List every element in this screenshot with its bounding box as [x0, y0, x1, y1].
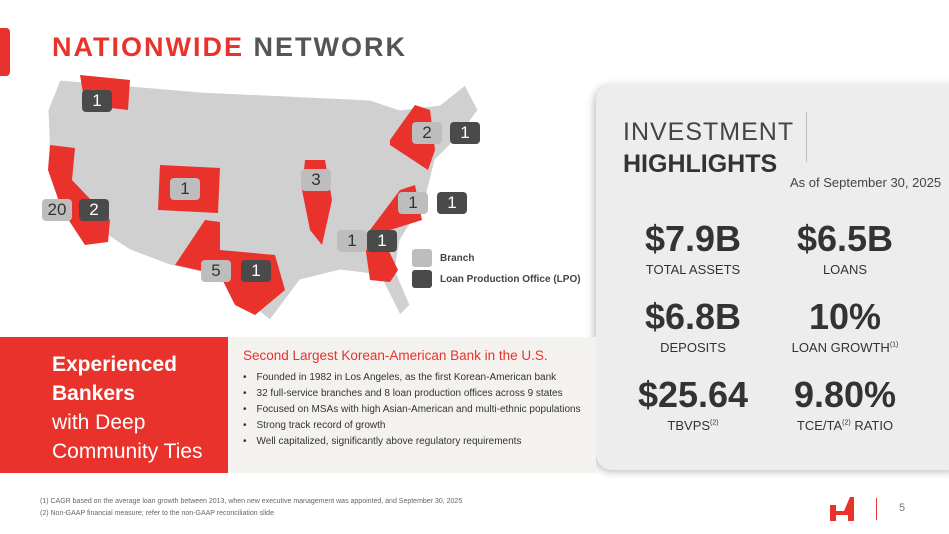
stat-tbvps: $25.64 TBVPS(2)	[637, 374, 749, 433]
footnote-1: (1) CAGR based on the average loan growt…	[40, 498, 463, 505]
branch-badge-ca: 20	[42, 199, 72, 221]
accent-tab	[0, 28, 10, 76]
highlights-title-1: INVESTMENT	[623, 118, 795, 146]
lpo-badge-va: 1	[437, 192, 467, 214]
branch-badge-ga: 1	[337, 230, 367, 252]
branch-badge-tx: 5	[201, 260, 231, 282]
bankers-subheading: with Deep Community Ties	[52, 411, 203, 463]
stat-loan-growth: 10% LOAN GROWTH(1)	[791, 296, 899, 355]
stat-tce-ta: 9.80% TCE/TA(2) RATIO	[793, 374, 897, 433]
logo-divider	[876, 498, 877, 520]
branch-badge-ny: 2	[412, 122, 442, 144]
bullet: Focused on MSAs with high Asian-American…	[243, 402, 581, 418]
legend-lpo: Loan Production Office (LPO)	[412, 270, 581, 288]
divider	[806, 112, 807, 162]
bankers-box	[0, 337, 228, 473]
lpo-badge-ny: 1	[450, 122, 480, 144]
page-number: 5	[899, 502, 906, 514]
as-of-date: As of September 30, 2025	[790, 175, 942, 190]
branch-badge-il: 3	[301, 169, 331, 191]
lpo-badge-ca: 2	[79, 199, 109, 221]
stat-loans: $6.5B LOANS	[796, 218, 894, 277]
lpo-badge-wa: 1	[82, 90, 112, 112]
footnote-2: (2) Non-GAAP financial measure; refer to…	[40, 510, 274, 517]
legend-branch: Branch	[412, 249, 474, 267]
bankers-heading: Experienced Bankers	[52, 353, 177, 405]
bullet: Strong track record of growth	[243, 418, 581, 434]
stat-total-assets: $7.9B TOTAL ASSETS	[644, 218, 742, 277]
highlights-panel	[596, 84, 949, 470]
bullet: Well capitalized, significantly above re…	[243, 434, 581, 450]
about-bullets: Founded in 1982 in Los Angeles, as the f…	[243, 370, 581, 450]
highlights-title-2: HIGHLIGHTS	[623, 150, 778, 178]
bullet: Founded in 1982 in Los Angeles, as the f…	[243, 370, 581, 386]
company-logo	[830, 497, 854, 521]
about-heading: Second Largest Korean-American Bank in t…	[243, 348, 548, 363]
lpo-badge-tx: 1	[241, 260, 271, 282]
branch-badge-va: 1	[398, 192, 428, 214]
bullet: 32 full-service branches and 8 loan prod…	[243, 386, 581, 402]
lpo-badge-ga: 1	[367, 230, 397, 252]
branch-badge-co: 1	[170, 178, 200, 200]
state-ga	[365, 243, 398, 282]
stat-deposits: $6.8B DEPOSITS	[644, 296, 742, 355]
page-title: NATIONWIDE NETWORK	[52, 32, 407, 62]
